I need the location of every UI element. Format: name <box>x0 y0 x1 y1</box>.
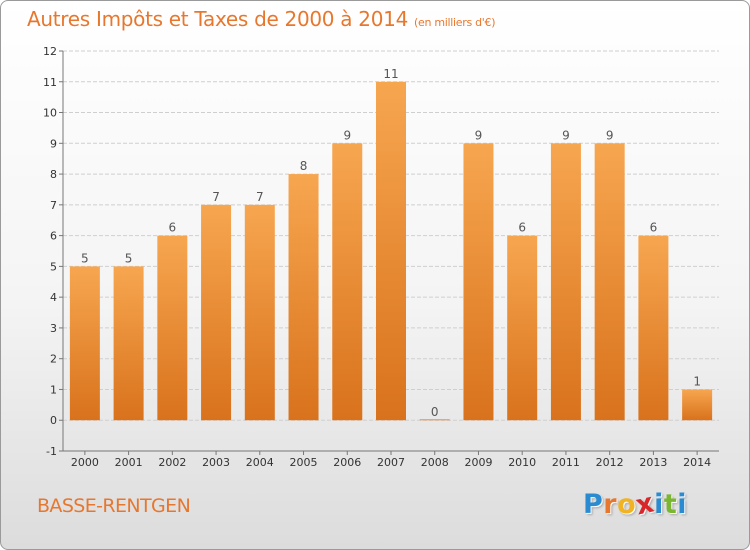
commune-name: BASSE-RENTGEN <box>37 495 191 517</box>
bar <box>550 143 581 421</box>
x-tick-label: 2010 <box>508 456 536 469</box>
logo-letter: P <box>583 489 604 520</box>
x-tick-label: 2006 <box>333 456 361 469</box>
bar <box>419 419 450 421</box>
x-tick-label: 2004 <box>246 456 274 469</box>
proxiti-logo[interactable]: Proxiti <box>583 487 688 521</box>
bar <box>288 174 319 421</box>
title-text: Autres Impôts et Taxes de 2000 à 2014 <box>27 7 408 31</box>
y-tick-label: 2 <box>50 353 57 366</box>
x-tick-label: 2003 <box>202 456 230 469</box>
x-tick-label: 2000 <box>71 456 99 469</box>
bar <box>201 204 232 421</box>
x-tick-label: 2009 <box>464 456 492 469</box>
data-label: 9 <box>475 128 483 142</box>
data-label: 6 <box>518 221 526 235</box>
logo-letter: o <box>617 489 637 520</box>
x-tick-label: 2008 <box>421 456 449 469</box>
bar <box>69 266 100 421</box>
bar <box>376 81 406 421</box>
logo-letter: i <box>677 489 688 520</box>
data-label: 7 <box>212 190 220 204</box>
data-label: 9 <box>606 128 614 142</box>
x-tick-label: 2011 <box>552 456 580 469</box>
y-tick-label: 10 <box>43 107 57 120</box>
x-tick-label: 2001 <box>115 456 143 469</box>
chart-subtitle: (en milliers d'€) <box>414 16 496 29</box>
data-label: 11 <box>383 67 398 81</box>
x-tick-label: 2005 <box>290 456 318 469</box>
y-tick-label: 8 <box>50 168 57 181</box>
data-label: 6 <box>169 221 177 235</box>
y-tick-label: -1 <box>46 445 57 458</box>
data-label: 5 <box>81 251 89 265</box>
bar <box>594 143 625 421</box>
bar <box>113 266 144 421</box>
y-tick-label: 3 <box>50 322 57 335</box>
bar <box>332 143 363 421</box>
data-label: 5 <box>125 251 133 265</box>
data-label: 9 <box>343 128 351 142</box>
y-tick-label: 9 <box>50 137 57 150</box>
logo-letter: t <box>663 489 678 520</box>
data-label: 8 <box>300 159 308 173</box>
y-tick-label: 1 <box>50 383 57 396</box>
bar <box>463 143 494 421</box>
x-tick-label: 2012 <box>596 456 624 469</box>
y-tick-label: 12 <box>43 45 57 58</box>
bar <box>157 235 188 421</box>
data-label: 7 <box>256 190 264 204</box>
x-tick-label: 2002 <box>158 456 186 469</box>
bar <box>682 389 713 421</box>
data-label: 6 <box>650 221 658 235</box>
bar <box>244 204 275 421</box>
x-tick-label: 2014 <box>683 456 711 469</box>
y-tick-label: 6 <box>50 230 57 243</box>
logo-letter: i <box>654 489 664 520</box>
y-tick-label: 11 <box>43 76 57 89</box>
bar <box>638 235 669 421</box>
data-label: 0 <box>431 405 439 419</box>
y-tick-label: 5 <box>50 260 57 273</box>
chart-title: Autres Impôts et Taxes de 2000 à 2014 (en… <box>27 7 495 31</box>
logo-letter: r <box>603 489 618 520</box>
data-label: 9 <box>562 128 570 142</box>
y-tick-label: 7 <box>50 199 57 212</box>
x-tick-label: 2007 <box>377 456 405 469</box>
bar <box>507 235 538 421</box>
y-tick-label: 4 <box>50 291 57 304</box>
data-label: 1 <box>693 374 701 388</box>
x-tick-label: 2013 <box>639 456 667 469</box>
y-tick-label: 0 <box>50 414 57 427</box>
